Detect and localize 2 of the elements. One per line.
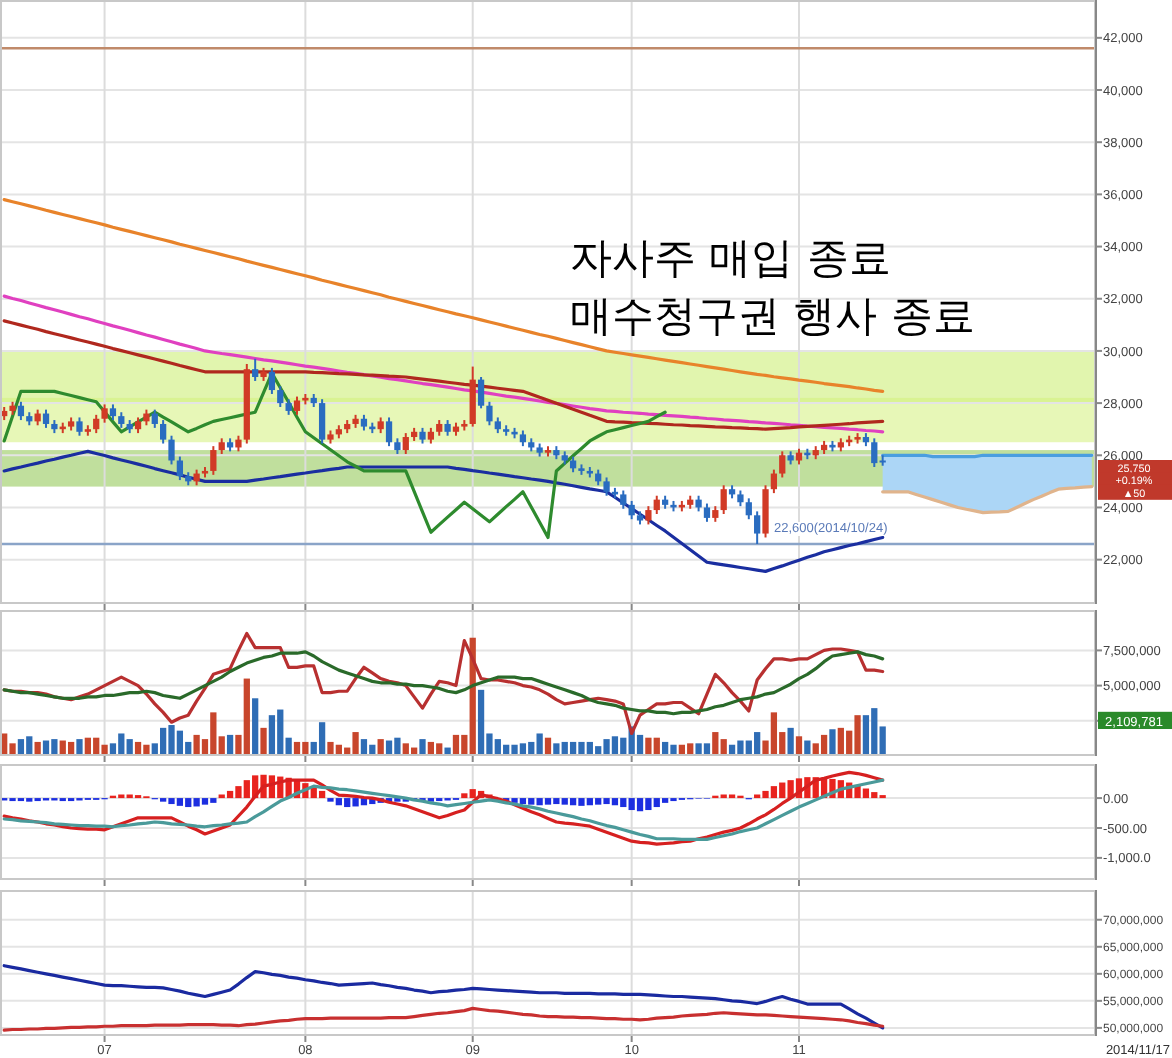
annotation: 매수청구권 행사 종료: [570, 292, 975, 340]
annotation: 자사주 매입 종료: [570, 234, 891, 282]
